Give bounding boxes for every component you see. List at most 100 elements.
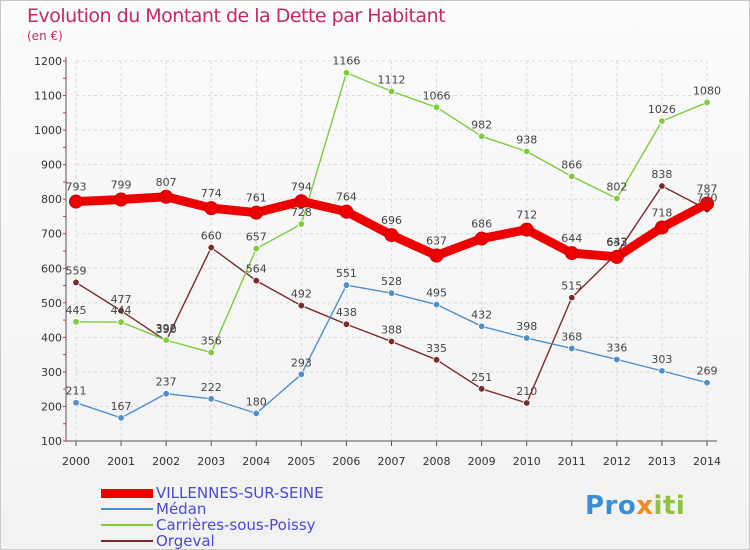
x-tick-label: 2007 (378, 455, 406, 468)
legend-swatch (101, 488, 153, 498)
chart-unit: (en €) (27, 29, 63, 43)
legend-swatch (101, 524, 153, 526)
data-label: 211 (66, 385, 87, 398)
logo-part: Pro (585, 491, 637, 521)
data-point (564, 246, 579, 261)
x-tick-label: 2008 (423, 455, 451, 468)
data-point (477, 322, 486, 331)
data-label: 368 (561, 330, 582, 343)
logo-part: x (636, 491, 654, 521)
data-point (477, 385, 486, 393)
data-label: 660 (201, 230, 222, 243)
data-label: 712 (516, 209, 537, 222)
data-point (297, 220, 306, 228)
data-point (207, 395, 215, 403)
data-point (658, 182, 666, 190)
data-point (159, 189, 174, 204)
data-label: 336 (606, 341, 627, 354)
data-point (429, 248, 444, 263)
data-point (384, 228, 399, 243)
data-point (342, 320, 351, 328)
data-label: 167 (111, 400, 132, 413)
data-label: 643 (606, 235, 627, 248)
data-point (477, 132, 486, 141)
y-tick-label: 600 (41, 262, 62, 275)
x-tick-label: 2001 (107, 455, 135, 468)
data-point (162, 336, 170, 344)
x-tick-label: 2013 (648, 455, 676, 468)
y-tick-label: 200 (41, 400, 62, 413)
data-point (568, 172, 576, 181)
data-label: 303 (651, 353, 672, 366)
legend-swatch (101, 508, 153, 510)
data-point (523, 147, 531, 156)
legend-label: Orgeval (156, 532, 215, 550)
data-point (703, 378, 711, 387)
legend-label: Carrières-sous-Poissy (156, 516, 316, 534)
x-tick-label: 2010 (513, 455, 541, 468)
data-point (162, 389, 170, 398)
data-label: 445 (66, 304, 87, 317)
data-point (207, 243, 215, 252)
data-point (207, 348, 215, 357)
data-point (252, 409, 260, 418)
data-label: 515 (561, 280, 582, 293)
data-point (474, 231, 489, 246)
x-tick-label: 2002 (152, 455, 180, 468)
data-label: 432 (471, 308, 492, 321)
data-point (523, 334, 531, 342)
y-tick-label: 100 (41, 435, 62, 448)
data-label: 551 (336, 267, 357, 280)
data-point (294, 194, 309, 209)
data-label: 495 (426, 287, 447, 300)
data-label: 799 (111, 179, 132, 192)
data-point (72, 318, 80, 326)
data-point (339, 204, 354, 219)
y-tick-label: 300 (41, 366, 62, 379)
data-point (117, 414, 125, 422)
data-label: 564 (246, 263, 267, 276)
x-tick-label: 2003 (197, 455, 225, 468)
data-label: 718 (651, 207, 672, 220)
data-point (658, 367, 666, 375)
data-label: 787 (697, 183, 718, 196)
data-label: 774 (201, 187, 222, 200)
data-label: 398 (516, 320, 537, 333)
data-label: 388 (381, 324, 402, 337)
data-point (523, 399, 531, 407)
data-label: 492 (291, 288, 312, 301)
data-label: 793 (66, 181, 87, 194)
x-tick-label: 2000 (62, 455, 90, 468)
data-point (432, 103, 441, 111)
point-labels: 559 477 390 660 564 492 438 388 335 251 210 515 643 8… (66, 55, 722, 413)
chart-title: Evolution du Montant de la Dette par Hab… (27, 5, 446, 27)
data-label: 1112 (378, 73, 406, 86)
legend-label: VILLENNES-SUR-SEINE (156, 484, 324, 502)
data-point (69, 194, 83, 209)
data-label: 686 (471, 218, 492, 231)
data-label: 696 (381, 214, 402, 227)
data-label: 764 (336, 191, 357, 204)
x-tick-label: 2011 (558, 455, 586, 468)
data-point (252, 244, 260, 253)
data-label: 866 (561, 158, 582, 171)
data-label: 657 (246, 231, 267, 244)
data-label: 633 (606, 236, 627, 249)
legend-swatch (101, 540, 153, 542)
x-tick-label: 2012 (603, 455, 631, 468)
data-label: 838 (651, 168, 672, 181)
data-label: 938 (516, 134, 537, 147)
logo-part: iti (653, 491, 686, 521)
data-label: 770 (697, 192, 718, 205)
data-label: 982 (471, 118, 492, 131)
data-point (72, 278, 80, 287)
data-point (342, 281, 351, 289)
data-point (387, 289, 396, 297)
data-point (297, 370, 306, 379)
data-point (117, 307, 125, 315)
data-point (609, 249, 624, 264)
x-tick-label: 2006 (332, 455, 360, 468)
data-label: 477 (111, 293, 132, 306)
data-label: 728 (291, 206, 312, 219)
